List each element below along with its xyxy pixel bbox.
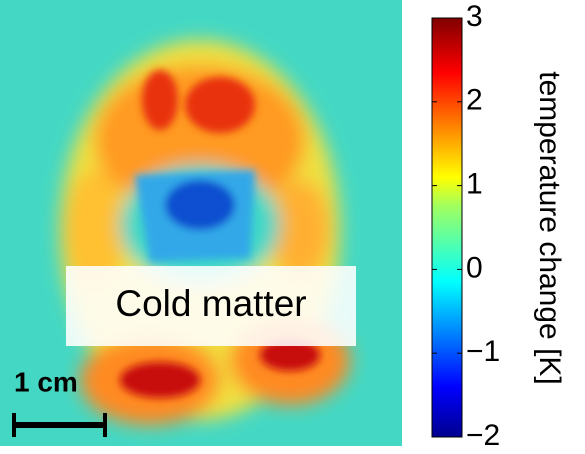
colorbar-label: temperature change [K] — [533, 71, 566, 385]
colorbar-tick-label: 1 — [466, 168, 483, 201]
colorbar-tick-label: 0 — [466, 251, 483, 284]
colorbar-tick-label: −2 — [466, 419, 500, 452]
scale-label: 1 cm — [14, 366, 78, 397]
scale-bar — [12, 413, 107, 437]
colorbar-tick-label: 3 — [466, 0, 483, 33]
colorbar-tick-label: −1 — [466, 335, 500, 368]
colorbar — [431, 17, 463, 438]
annotation-box — [66, 266, 356, 346]
annotation: Cold matter — [115, 283, 306, 324]
colorbar-tick-label: 2 — [466, 84, 483, 117]
